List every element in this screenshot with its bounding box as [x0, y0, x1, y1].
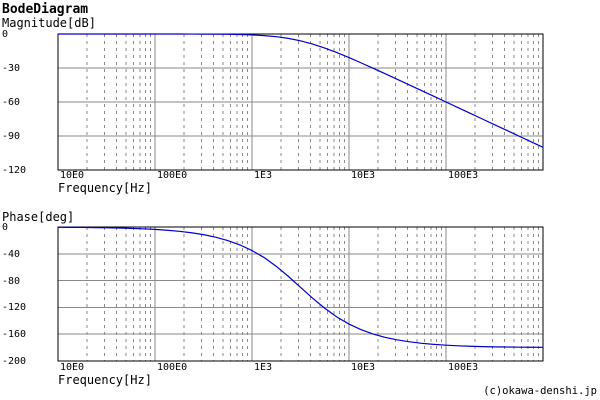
magnitude-plot — [57, 33, 544, 171]
magnitude-x-tick-label: 1E3 — [254, 169, 273, 181]
magnitude-frequency-axis-title: Frequency[Hz] — [58, 181, 152, 195]
magnitude-axis-title: Magnitude[dB] — [2, 16, 96, 30]
phase-x-tick-label: 10E0 — [60, 361, 85, 373]
phase-y-tick-label: -40 — [2, 248, 21, 260]
magnitude-y-tick-label: -30 — [2, 63, 21, 74]
magnitude-y-tick-label: -90 — [2, 131, 21, 142]
phase-x-tick-label: 100E0 — [157, 361, 188, 373]
phase-x-tick-label: 10E3 — [351, 361, 376, 373]
plot-border — [57, 33, 544, 171]
magnitude-y-tick-label: 0 — [2, 29, 9, 40]
magnitude-y-tick-label: -120 — [2, 165, 27, 176]
magnitude-curve — [58, 33, 544, 148]
magnitude-x-tick-label: 10E0 — [60, 169, 85, 181]
phase-x-tick-label: 1E3 — [254, 361, 273, 373]
phase-plot — [57, 226, 544, 362]
magnitude-x-tick-label: 100E3 — [448, 169, 479, 181]
phase-y-tick-label: -160 — [2, 329, 27, 341]
phase-x-tick-label: 100E3 — [448, 361, 479, 373]
phase-y-tick-label: -120 — [2, 302, 27, 314]
phase-curve — [57, 226, 544, 348]
plot-border — [57, 226, 544, 362]
phase-y-tick-label: -200 — [2, 356, 27, 367]
magnitude-x-tick-label: 10E3 — [351, 169, 376, 181]
magnitude-y-tick-label: -60 — [2, 97, 21, 108]
page-title: BodeDiagram — [2, 2, 89, 17]
phase-frequency-axis-title: Frequency[Hz] — [58, 373, 152, 387]
phase-y-tick-label: -80 — [2, 275, 21, 287]
phase-axis-title: Phase[deg] — [2, 210, 75, 224]
copyright-text: (c)okawa-denshi.jp — [483, 385, 597, 397]
phase-y-tick-label: 0 — [2, 222, 9, 233]
magnitude-x-tick-label: 100E0 — [157, 169, 188, 181]
